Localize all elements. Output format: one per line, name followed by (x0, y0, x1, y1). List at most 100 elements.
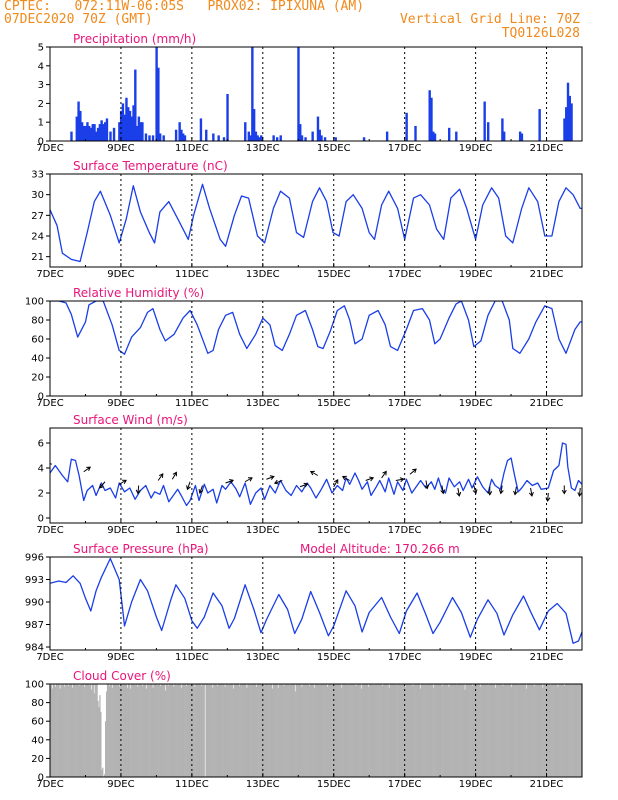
x-tick-label: 9DEC (107, 269, 134, 280)
temp-line (50, 183, 582, 263)
cloud-bar (487, 684, 489, 777)
cloud-bar (506, 684, 508, 777)
cloud-bar (338, 684, 340, 777)
wind-arrow-head (269, 475, 275, 480)
cloud-bar (361, 688, 363, 777)
precip-bar (95, 131, 98, 141)
wind-arrow-head (440, 489, 446, 495)
cloud-bar (203, 684, 205, 777)
cloud-bar (348, 684, 350, 777)
y-tick-label: 987 (25, 620, 44, 631)
cloud-bar (547, 684, 550, 777)
cloud-bar (543, 684, 545, 777)
cloud-bar (533, 685, 535, 777)
cloud-bar (209, 684, 211, 777)
wind-arrow-head (412, 468, 417, 474)
cloud-bar (496, 684, 498, 777)
cloud-bar (449, 684, 451, 777)
cloud-bar (488, 684, 490, 777)
cloud-bar (463, 684, 465, 777)
cloud-bar (176, 684, 178, 777)
precip-bar (91, 124, 94, 141)
cloud-bar (106, 684, 109, 777)
cloud-bar (240, 684, 242, 777)
cloud-bar (371, 684, 373, 777)
cloud-bar (316, 684, 318, 777)
wind-arrow-head (247, 477, 253, 482)
precip-bar (414, 125, 417, 141)
cloud-bar (193, 684, 195, 777)
cloud-bar (98, 707, 100, 777)
cloud-bar (508, 684, 511, 777)
cloud-bar (90, 689, 93, 777)
cloud-bar (112, 684, 114, 777)
cloud-bar (553, 684, 555, 777)
precip-bar (141, 122, 144, 141)
cloud-bar (245, 684, 247, 777)
cloud-bar (63, 684, 65, 777)
cloud-bar (212, 687, 214, 777)
cloud-bar (134, 684, 136, 777)
cloud-bar (427, 684, 429, 777)
cloud-bar (561, 684, 563, 777)
wind-arrow (528, 487, 534, 497)
cloud-bar (312, 684, 314, 777)
precip-bar (432, 131, 435, 141)
wind-arrow (577, 487, 582, 497)
precip-bar (119, 110, 123, 141)
precip-bar (256, 135, 259, 141)
cloud-bar (353, 684, 355, 777)
wind-arrow (395, 477, 405, 483)
cloud-bar (407, 684, 409, 777)
precip-bar (128, 110, 132, 141)
cloud-bar (563, 685, 566, 777)
cloud-bar (52, 684, 55, 777)
cloud-bar (437, 684, 440, 777)
wind-arrow (198, 485, 204, 494)
cloud-bar (475, 684, 478, 777)
cloud-bar (482, 684, 484, 777)
cloud-bar (529, 684, 532, 777)
cloud-bar (364, 684, 367, 777)
cloud-bar (290, 684, 293, 777)
plot-area-pres (50, 557, 582, 644)
cloud-bar (435, 684, 438, 777)
cloud-bar (368, 684, 370, 777)
wind-arrow (498, 485, 504, 495)
wind-arrow-shaft (441, 485, 444, 494)
cloud-bar (418, 684, 421, 777)
cloud-bar (163, 684, 166, 777)
x-tick-label: 9DEC (107, 398, 134, 409)
cloud-bar (268, 684, 270, 777)
cloud-bar (388, 687, 390, 777)
precip-bar (568, 95, 571, 141)
cloud-bar (507, 684, 509, 777)
cloud-bar (198, 684, 201, 777)
cloud-bar (274, 684, 276, 777)
cloud-bar (495, 684, 497, 777)
cloud-bar (248, 684, 250, 777)
cloud-bar (536, 684, 538, 777)
cloud-bar (375, 684, 377, 777)
cloud-bar (512, 684, 515, 777)
cloud-bar (75, 684, 77, 777)
cloud-bar (116, 684, 118, 777)
wind-arrow-head (172, 471, 177, 477)
cloud-bar (113, 684, 115, 777)
wind-arrow-shaft (514, 486, 517, 495)
precip-bar (518, 131, 522, 141)
wind-arrow (99, 481, 106, 489)
y-tick-label: 6 (38, 439, 44, 450)
precip-bar (125, 97, 128, 141)
cloud-bar (242, 684, 244, 777)
panel-frame-rh (49, 300, 583, 397)
cloud-bar (236, 684, 239, 777)
plot-area-temp (50, 183, 582, 263)
x-tick-label: 21DEC (530, 652, 564, 663)
wind-arrow (273, 479, 283, 485)
wind-arrow (513, 486, 518, 496)
wind-line (50, 442, 582, 507)
cloud-bar (346, 684, 349, 777)
cloud-bar (126, 687, 129, 777)
cloud-bar (81, 684, 83, 777)
